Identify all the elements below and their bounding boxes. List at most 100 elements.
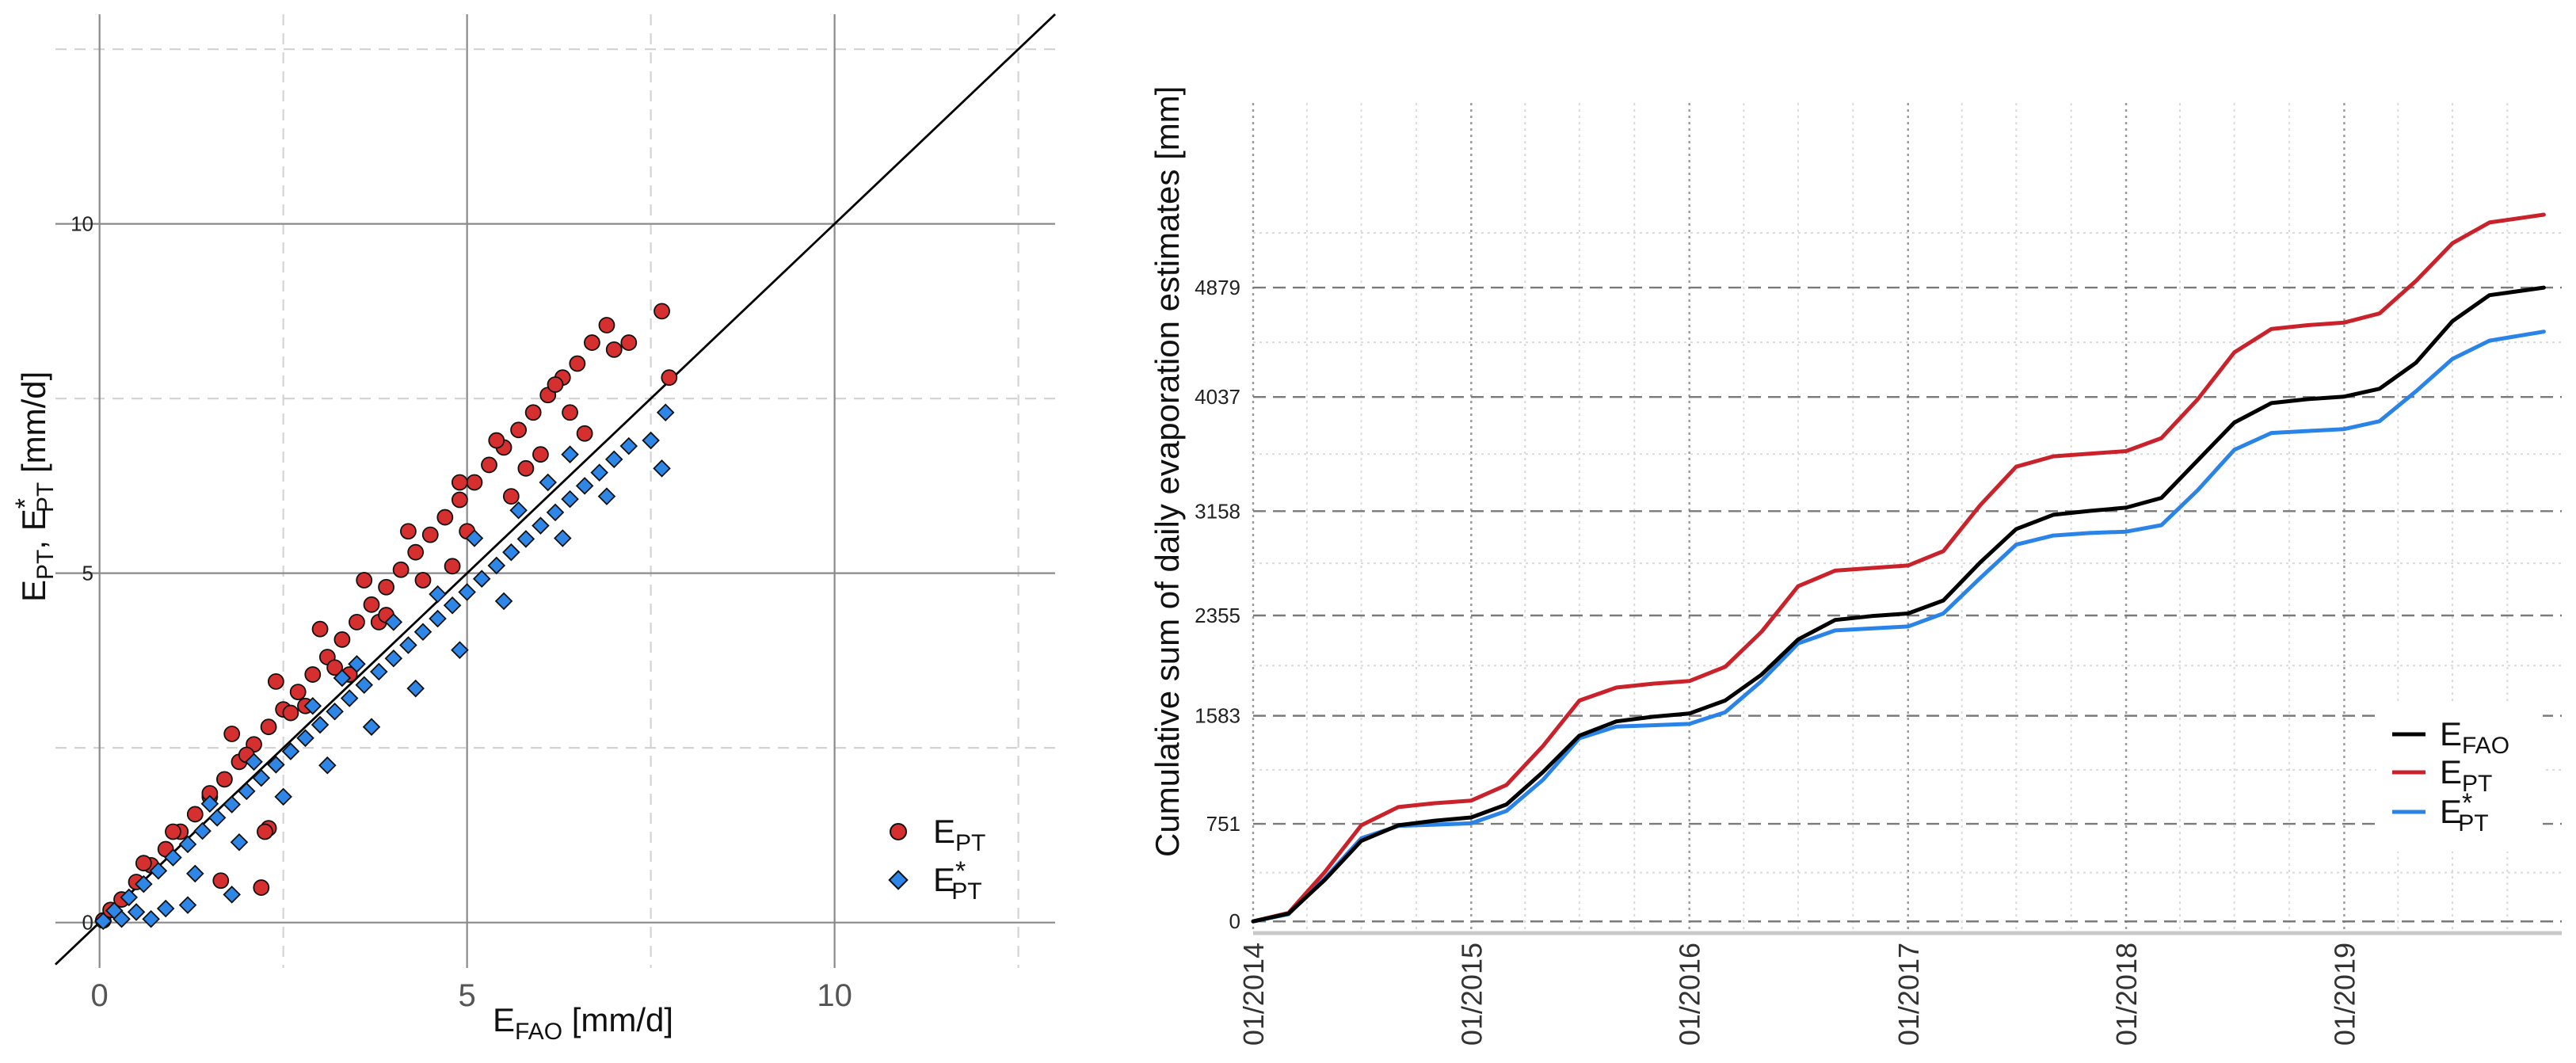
scatter-point-ept xyxy=(253,879,270,896)
scatter-point-ept xyxy=(517,459,535,477)
legend-label-ept: EPT xyxy=(933,813,985,856)
scatter-point-ept xyxy=(451,474,468,491)
scatter-point-ept xyxy=(311,620,329,638)
scatter-x-tick-label: 0 xyxy=(91,978,109,1013)
scatter-point-ept xyxy=(421,526,439,543)
scatter-y-tick-label: 0 xyxy=(82,911,93,935)
scatter-point-ept xyxy=(356,572,373,589)
legend-label-ept-right: EPT xyxy=(2440,753,2492,797)
scatter-point-ept-star xyxy=(120,888,139,907)
scatter-point-ept xyxy=(216,771,233,788)
scatter-point-ept-star xyxy=(348,655,366,673)
scatter-point-ept xyxy=(502,488,520,505)
legend-circle-marker xyxy=(890,823,907,840)
scatter-point-ept xyxy=(654,303,670,320)
scatter-point-ept-star xyxy=(208,809,227,827)
scatter-point-ept-star xyxy=(494,592,513,611)
scatter-y-tick-label: 10 xyxy=(70,212,93,236)
cumulative-y-tick-label: 1583 xyxy=(1195,704,1240,728)
cumulative-y-axis-title: Cumulative sum of daily evaporation esti… xyxy=(1149,86,1186,857)
scatter-point-ept-star xyxy=(384,649,403,668)
cumulative-ticks: 0 751 1583 2355 3158 4037 4879 01/2014 01/2015 01… xyxy=(1195,276,2361,1046)
scatter-point-ept xyxy=(349,613,365,631)
scatter-ticks: 0 5 10 0 5 10 xyxy=(70,212,852,1013)
legend-label-ept-star-right: E* PT xyxy=(2440,788,2489,836)
scatter-point-ept xyxy=(488,432,505,449)
legend-label-ept-star: E* PT xyxy=(933,856,982,905)
scatter-point-ept-star xyxy=(458,583,476,601)
scatter-point-ept xyxy=(583,334,600,351)
scatter-point-ept-star xyxy=(186,864,204,883)
scatter-point-ept-star xyxy=(178,896,197,914)
scatter-point-ept-star xyxy=(604,450,623,469)
scatter-point-ept-star xyxy=(252,768,271,787)
scatter-point-ept-star xyxy=(399,636,417,654)
scatter-x-tick-label: 5 xyxy=(459,978,476,1013)
scatter-point-ept xyxy=(598,317,615,333)
scatter-point-ept-star xyxy=(554,529,572,547)
scatter-x-axis-title: EFAO [mm/d] xyxy=(493,1001,673,1045)
scatter-point-ept-star xyxy=(619,436,638,455)
scatter-point-ept xyxy=(392,561,410,578)
scatter-point-ept xyxy=(466,474,483,491)
cumulative-x-tick-label: 01/2017 xyxy=(1892,943,1925,1046)
scatter-point-ept-star xyxy=(296,729,314,748)
cumulative-legend: EFAO EPT E* PT xyxy=(2376,705,2543,852)
legend-diamond-marker xyxy=(888,870,909,890)
scatter-point-ept-star xyxy=(281,742,300,760)
cumulative-y-tick-label: 4879 xyxy=(1195,276,1240,299)
scatter-point-ept-star xyxy=(362,718,381,736)
scatter-point-ept-star xyxy=(532,516,550,535)
scatter-point-ept xyxy=(378,578,394,596)
scatter-point-ept-star xyxy=(472,570,491,588)
scatter-point-ept xyxy=(407,543,425,561)
scatter-point-ept-star xyxy=(413,623,433,642)
scatter-point-ept-star xyxy=(94,912,112,931)
scatter-point-ept-star xyxy=(142,909,160,928)
scatter-point-ept-star xyxy=(653,459,671,478)
scatter-x-tick-label: 10 xyxy=(817,978,852,1013)
scatter-point-ept-star xyxy=(245,752,263,772)
scatter-point-ept-star xyxy=(656,403,675,422)
scatter-point-ept-star xyxy=(509,501,528,520)
cumulative-y-tick-label: 751 xyxy=(1206,812,1240,836)
scatter-point-ept xyxy=(326,659,344,676)
scatter-point-ept-star xyxy=(406,679,425,698)
scatter-point-ept-star xyxy=(267,756,285,774)
scatter-point-ept-star xyxy=(561,490,579,509)
cumulative-x-tick-label: 01/2019 xyxy=(2328,943,2361,1046)
scatter-point-ept-star xyxy=(539,473,557,492)
scatter-point-ept-star xyxy=(200,794,219,813)
scatter-point-ept xyxy=(576,425,593,442)
cumulative-grid xyxy=(1252,103,2562,933)
scatter-point-ept-star xyxy=(178,835,197,854)
scatter-point-ept xyxy=(282,704,299,722)
cumulative-x-tick-label: 01/2016 xyxy=(1674,943,1706,1046)
scatter-point-ept-star xyxy=(443,596,462,615)
scatter-point-ept xyxy=(481,456,497,474)
scatter-point-ept xyxy=(223,726,241,742)
cumulative-y-tick-label: 4037 xyxy=(1195,385,1240,409)
cumulative-lines xyxy=(1251,212,2546,924)
scatter-point-ept xyxy=(661,369,678,387)
scatter-point-ept xyxy=(562,404,578,421)
scatter-point-ept xyxy=(436,509,454,526)
scatter-point-ept-star xyxy=(429,585,447,604)
scatter-point-ept xyxy=(510,421,528,439)
scatter-point-ept-star xyxy=(465,529,484,547)
scatter-point-ept xyxy=(524,404,542,421)
scatter-point-ept-star xyxy=(135,874,153,893)
scatter-point-ept xyxy=(444,558,461,575)
scatter-point-ept xyxy=(451,491,468,509)
scatter-point-ept xyxy=(212,872,230,890)
scatter-point-ept-star xyxy=(384,613,403,631)
scatter-point-ept xyxy=(532,446,549,463)
cumulative-line-efao xyxy=(1251,285,2546,924)
scatter-point-ept-star xyxy=(561,445,579,463)
scatter-point-ept-star xyxy=(355,676,374,695)
scatter-point-ept-star xyxy=(370,662,388,681)
scatter-point-ept-star xyxy=(274,787,292,806)
scatter-point-ept xyxy=(260,718,277,736)
cumulative-y-tick-label: 3158 xyxy=(1195,499,1240,523)
